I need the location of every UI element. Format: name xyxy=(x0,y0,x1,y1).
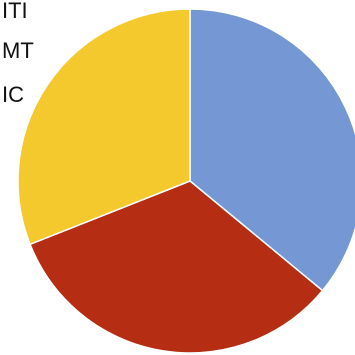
pie-slice-ic xyxy=(17,8,191,246)
legend-label-iti: ITI xyxy=(2,0,28,23)
pie-slice-iti xyxy=(189,8,355,292)
legend-label-mt: MT xyxy=(2,38,34,63)
pie-slice-mt xyxy=(29,180,324,354)
legend-label-ic: IC xyxy=(2,82,24,107)
